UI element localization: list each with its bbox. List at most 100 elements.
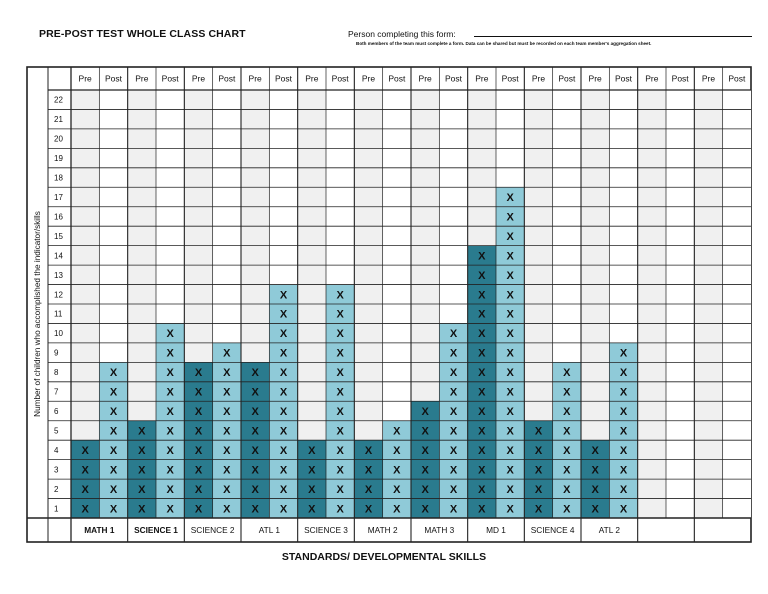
post-cell bbox=[496, 323, 525, 343]
x-mark: X bbox=[506, 464, 514, 476]
x-mark: X bbox=[223, 367, 231, 379]
post-cell bbox=[326, 479, 355, 499]
pre-cell bbox=[581, 440, 610, 460]
pre-cell bbox=[581, 498, 610, 518]
pre-cell bbox=[524, 498, 553, 518]
sub-header-label: Post bbox=[502, 74, 520, 84]
column-group-name: SCIENCE 3 bbox=[304, 525, 348, 535]
post-cell bbox=[439, 381, 468, 402]
pre-cell bbox=[297, 479, 326, 499]
x-mark: X bbox=[195, 464, 203, 476]
row-number: 2 bbox=[54, 485, 59, 494]
x-mark: X bbox=[478, 464, 486, 476]
x-mark: X bbox=[195, 503, 203, 515]
x-mark: X bbox=[308, 464, 316, 476]
post-cell bbox=[496, 420, 525, 441]
x-mark: X bbox=[563, 503, 571, 515]
x-mark: X bbox=[421, 484, 429, 496]
x-mark: X bbox=[506, 289, 514, 301]
post-cell bbox=[496, 440, 525, 460]
post-cell bbox=[156, 498, 185, 518]
x-mark: X bbox=[591, 503, 599, 515]
post-cell bbox=[269, 342, 298, 363]
instructions-note: Both members of the team must complete a… bbox=[356, 41, 652, 46]
pre-cell bbox=[241, 459, 270, 480]
x-mark: X bbox=[535, 445, 543, 457]
post-cell bbox=[552, 459, 581, 480]
pre-cell bbox=[184, 420, 213, 441]
column-group-name: MATH 2 bbox=[368, 525, 398, 535]
x-mark: X bbox=[450, 367, 458, 379]
x-mark: X bbox=[336, 425, 344, 437]
x-mark: X bbox=[421, 406, 429, 418]
pre-cell bbox=[241, 420, 270, 441]
x-mark: X bbox=[280, 328, 288, 340]
post-cell bbox=[496, 187, 525, 207]
x-mark: X bbox=[81, 445, 89, 457]
x-mark: X bbox=[563, 464, 571, 476]
post-cell bbox=[552, 420, 581, 441]
x-mark: X bbox=[563, 406, 571, 418]
pre-cell bbox=[411, 498, 440, 518]
x-mark: X bbox=[365, 445, 373, 457]
post-cell bbox=[552, 479, 581, 499]
post-cell bbox=[269, 362, 298, 382]
pre-cell bbox=[467, 479, 496, 499]
post-cell bbox=[269, 401, 298, 421]
post-cell bbox=[382, 498, 411, 518]
x-mark: X bbox=[280, 289, 288, 301]
x-mark: X bbox=[506, 367, 514, 379]
x-mark: X bbox=[421, 425, 429, 437]
x-mark: X bbox=[166, 464, 174, 476]
pre-cell bbox=[241, 381, 270, 402]
row-number: 11 bbox=[54, 310, 63, 319]
sub-header-label: Post bbox=[672, 74, 690, 84]
x-mark: X bbox=[506, 231, 514, 243]
post-cell bbox=[609, 342, 638, 363]
post-cell bbox=[382, 420, 411, 441]
x-mark: X bbox=[336, 484, 344, 496]
person-completing-label: Person completing this form: bbox=[348, 29, 456, 39]
sub-header-label: Post bbox=[558, 74, 576, 84]
x-mark: X bbox=[280, 367, 288, 379]
post-cell bbox=[609, 498, 638, 518]
x-mark: X bbox=[280, 348, 288, 360]
post-cell bbox=[439, 362, 468, 382]
sub-header-label: Pre bbox=[532, 74, 546, 84]
row-number: 9 bbox=[54, 349, 59, 358]
post-cell bbox=[609, 440, 638, 460]
pre-cell bbox=[467, 245, 496, 266]
post-cell bbox=[269, 420, 298, 441]
pre-cell bbox=[354, 459, 383, 480]
x-mark: X bbox=[336, 503, 344, 515]
post-cell bbox=[212, 498, 241, 518]
pre-cell bbox=[467, 401, 496, 421]
post-cell bbox=[552, 381, 581, 402]
page-title: PRE-POST TEST WHOLE CLASS CHART bbox=[39, 28, 246, 40]
post-cell bbox=[496, 265, 525, 285]
x-mark: X bbox=[223, 425, 231, 437]
x-mark: X bbox=[336, 464, 344, 476]
row-number: 19 bbox=[54, 154, 63, 163]
column-group-name: MATH 1 bbox=[84, 525, 115, 535]
x-mark: X bbox=[110, 503, 118, 515]
post-cell bbox=[156, 342, 185, 363]
post-cell bbox=[212, 381, 241, 402]
pre-cell bbox=[184, 362, 213, 382]
pre-cell bbox=[71, 440, 100, 460]
x-mark: X bbox=[591, 445, 599, 457]
post-cell bbox=[156, 401, 185, 421]
x-mark: X bbox=[450, 445, 458, 457]
x-mark: X bbox=[450, 484, 458, 496]
x-mark: X bbox=[620, 464, 628, 476]
x-mark: X bbox=[336, 445, 344, 457]
person-completing-line[interactable] bbox=[474, 36, 752, 37]
x-mark: X bbox=[620, 406, 628, 418]
x-mark: X bbox=[393, 445, 401, 457]
pre-cell bbox=[467, 459, 496, 480]
row-number: 17 bbox=[54, 193, 63, 202]
x-mark: X bbox=[81, 503, 89, 515]
post-cell bbox=[496, 304, 525, 324]
pre-cell bbox=[467, 284, 496, 304]
x-mark: X bbox=[478, 387, 486, 399]
